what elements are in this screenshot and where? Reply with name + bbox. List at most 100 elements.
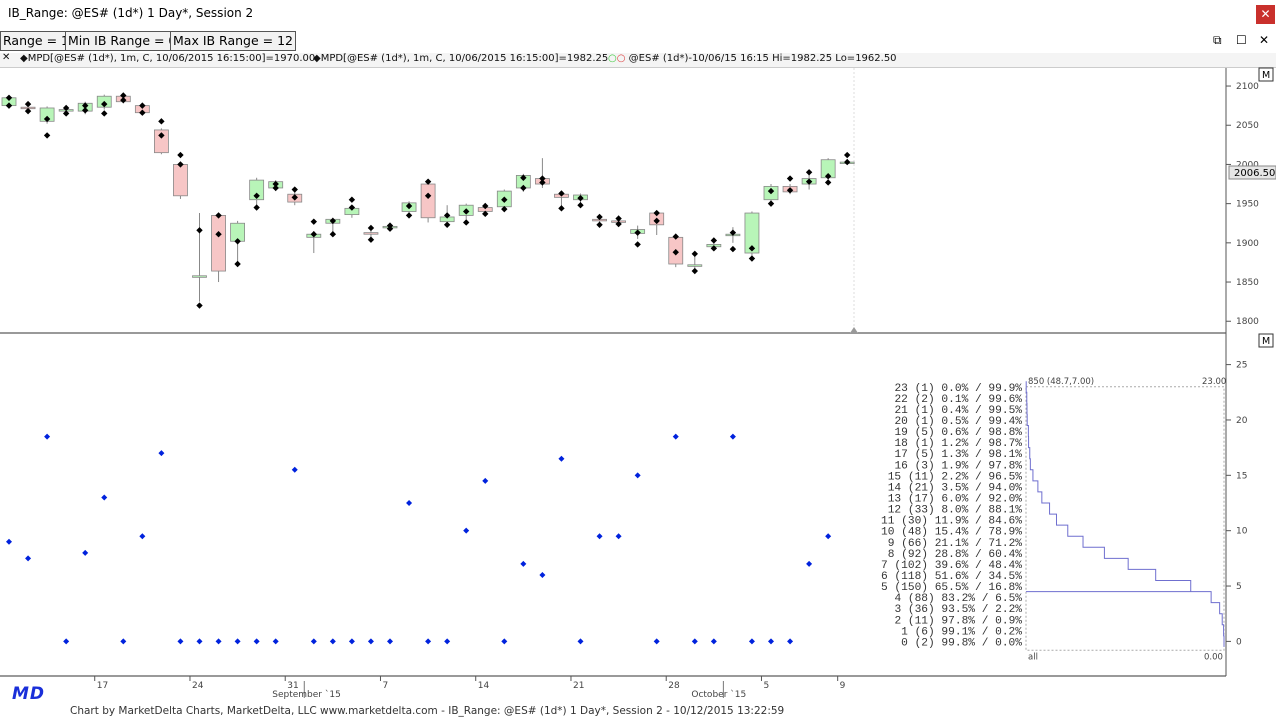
mpd-diamond — [463, 219, 470, 226]
ib-range-point — [577, 638, 584, 645]
mpd-diamond — [405, 212, 413, 219]
mpd-diamond — [272, 180, 279, 188]
candle-body — [153, 129, 169, 154]
ib-range-point — [291, 466, 298, 473]
ib-range-point — [729, 433, 736, 440]
date-tick-label: 31 — [287, 681, 298, 691]
mpd-diamond — [82, 102, 89, 109]
ib-range-point — [101, 494, 108, 501]
close-window-button[interactable]: ✕ — [1256, 5, 1275, 24]
mpd-diamond — [634, 241, 641, 248]
window-title: IB_Range: @ES# (1d*) 1 Day*, Session 2 — [8, 6, 254, 20]
mpd-diamond — [729, 229, 737, 236]
mpd-diamond — [43, 132, 51, 139]
candle-body — [420, 183, 436, 219]
ib-tick-label: 5 — [1236, 582, 1242, 592]
date-tick-label: 24 — [192, 681, 204, 691]
ib-tick-label: 20 — [1236, 416, 1248, 426]
candle-body — [249, 179, 265, 201]
mpd-diamond — [805, 169, 813, 176]
ib-range-point — [234, 638, 241, 645]
study-legend: ✕ ◆MPD[@ES# (1d*), 1m, C, 10/06/2015 16:… — [0, 52, 1276, 68]
profile-row-label: 0 (2) 99.8% / 0.0% — [901, 637, 1022, 649]
ib-tick-label: 10 — [1236, 527, 1248, 537]
mpd-diamond — [24, 107, 32, 115]
mpd-diamond — [443, 221, 451, 229]
mpd-diamond — [120, 92, 127, 99]
candle-body — [173, 164, 188, 197]
last-price-badge — [1228, 165, 1276, 180]
profile-footer-left: all — [1028, 652, 1038, 662]
ib-range-point — [63, 638, 70, 645]
candle-body — [687, 264, 703, 267]
price-panel-menu-button[interactable] — [1258, 67, 1274, 82]
price-tick-label: 1800 — [1236, 317, 1259, 327]
price-tick-label: 2100 — [1236, 82, 1259, 92]
mpd-diamond — [43, 115, 51, 123]
candle-body — [363, 232, 379, 235]
profile-row-label: 11 (30) 11.9% / 84.6% — [881, 516, 1022, 528]
mpd-diamond — [215, 231, 222, 238]
close-study-icon[interactable]: ✕ — [2, 52, 11, 63]
ib-range-point — [425, 638, 432, 645]
mpd-diamond — [329, 231, 337, 238]
up-circle-icon: ○ — [608, 53, 617, 64]
restore-icon[interactable]: ⧉ — [1213, 33, 1222, 47]
price-tick-label: 2050 — [1236, 121, 1259, 131]
mpd-diamond — [691, 267, 698, 275]
price-tick-label: 1950 — [1236, 200, 1259, 210]
date-tick-label: 5 — [763, 681, 769, 691]
ib-range-point — [710, 638, 717, 645]
candle-body — [192, 275, 207, 278]
ib-range-point — [501, 638, 508, 645]
profile-box — [1025, 386, 1225, 651]
profile-row-label: 8 (92) 28.8% / 60.4% — [888, 549, 1023, 561]
range-param-button[interactable]: Range = 1 — [0, 31, 72, 51]
mpd-diamond — [501, 196, 508, 203]
mpd-diamond — [310, 231, 317, 238]
footer-credit: Chart by MarketDelta Charts, MarketDelta… — [70, 705, 785, 717]
close-pane-icon[interactable]: ✕ — [1259, 33, 1270, 47]
mpd-diamond — [710, 245, 718, 252]
profile-row-label: 3 (36) 93.5% / 2.2% — [894, 604, 1022, 616]
mpd-diamond — [634, 229, 641, 236]
candles — [1, 92, 855, 309]
ib-range-point — [787, 638, 794, 645]
mpd-diamond — [424, 178, 432, 185]
ib-range-point — [215, 638, 222, 645]
mpd-diamond — [101, 100, 108, 108]
ib-range-point — [348, 638, 355, 645]
mpd-diamond — [615, 215, 622, 222]
mpd-diamond — [367, 224, 375, 232]
mpd-diamond — [691, 250, 698, 258]
profile-header-left: 850 (48.7,7.00) — [1028, 377, 1094, 387]
mpd-diamond — [653, 217, 660, 225]
ib-points — [6, 433, 832, 645]
date-axis: 17 24 31 7 14 21 28 5 9 September `15 October `15 — [94, 676, 846, 700]
mpd-diamond — [158, 132, 165, 139]
mpd-diamond — [177, 151, 184, 159]
mpd-diamond — [386, 222, 394, 229]
mpd-diamond — [139, 109, 146, 116]
study-item-1-text: MPD[@ES# (1d*), 1m, C, 10/06/2015 16:15:… — [27, 53, 316, 64]
mpd-diamond — [5, 94, 13, 101]
mpd-diamond — [215, 212, 222, 219]
mpd-diamond — [405, 202, 413, 210]
study-item-2-text: MPD[@ES# (1d*), 1m, C, 10/06/2015 16:15:… — [320, 53, 609, 64]
ib-range-point — [120, 638, 127, 645]
mpd-diamond — [101, 110, 108, 117]
maximize-icon[interactable]: ☐ — [1236, 33, 1247, 47]
profile-row-label: 1 (6) 99.1% / 0.2% — [901, 626, 1022, 638]
max-ib-range-param-button[interactable]: Max IB Range = 12 — [170, 31, 296, 51]
profile-row-label: 5 (150) 65.5% / 16.8% — [881, 582, 1022, 594]
profile-row-label: 22 (2) 0.1% / 99.6% — [894, 394, 1022, 406]
price-tick-label: 2000 — [1236, 160, 1259, 170]
ib-range-point — [691, 638, 698, 645]
mpd-diamond — [748, 255, 756, 262]
ib-panel-menu-button[interactable] — [1258, 333, 1274, 348]
price-panel-m-label: M — [1262, 70, 1270, 81]
ib-range-point — [82, 549, 89, 556]
mpd-diamond — [424, 192, 432, 199]
mpd-diamond — [234, 260, 241, 268]
